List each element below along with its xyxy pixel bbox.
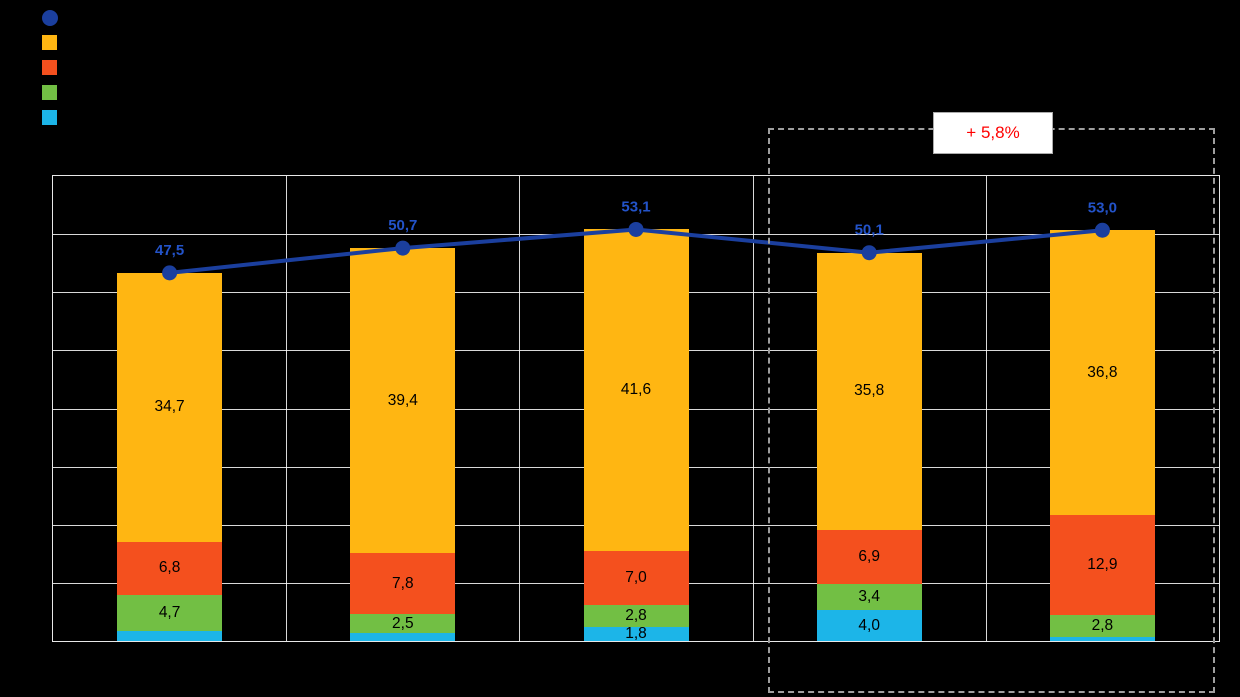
total-line-layer: 47,5 50,7 53,1 50,1 53,0 — [155, 198, 1117, 281]
bar-3-orange-value-label: 41,6 — [620, 380, 652, 398]
legend-item-red-series — [42, 59, 65, 76]
total-line-marker-icon — [628, 221, 644, 237]
bar-4-cyan-value-label: 4,0 — [858, 616, 880, 634]
bar-5-orange-value-label: 36,8 — [1087, 363, 1118, 381]
total-line-marker-icon — [395, 240, 411, 256]
legend-red-series-marker-icon — [42, 60, 57, 75]
bar-5-segment-cyan — [1049, 637, 1155, 641]
legend-total-line-marker-icon — [42, 9, 58, 26]
bar-3-red-value-label: 7,0 — [625, 569, 647, 587]
legend-item-orange-series — [42, 34, 65, 51]
bar-1-green-value-label: 4,7 — [158, 603, 181, 621]
gridline-vertical — [752, 176, 754, 641]
legend-green-series-marker-icon — [42, 85, 57, 100]
bar-1-segment-orange — [117, 272, 223, 542]
total-value-label: 50,7 — [388, 217, 417, 234]
bar-1-segment-green — [117, 594, 223, 631]
bar-4-orange-value-label: 35,8 — [854, 382, 885, 400]
bar-2-red-value-label: 7,8 — [392, 574, 414, 592]
bar-3-cyan-value-label: 1,8 — [625, 625, 647, 643]
legend-item-total-line — [42, 9, 66, 26]
total-line-marker-icon — [1094, 222, 1110, 238]
bar-2-green-value-label: 2,5 — [392, 614, 414, 632]
legend-cyan-series-marker-icon — [42, 110, 57, 125]
bar-4-segment-cyan — [816, 610, 922, 641]
total-line-marker-icon — [861, 245, 877, 261]
total-value-label: 53,0 — [1088, 199, 1117, 216]
bar-2-segment-orange — [350, 248, 456, 554]
bar-1-orange-value-label: 34,7 — [154, 398, 185, 416]
bar-4-segment-green — [816, 583, 922, 610]
legend-item-green-series — [42, 84, 65, 101]
bar-2-segment-cyan — [350, 633, 456, 641]
bar-2-segment-green — [350, 613, 456, 634]
bar-1-red-value-label: 6,8 — [158, 559, 181, 577]
total-value-label: 47,5 — [155, 242, 184, 259]
bar-1-segment-cyan — [117, 630, 223, 641]
bar-5-segment-red — [1049, 515, 1155, 616]
bar-5-green-value-label: 2,8 — [1091, 617, 1114, 635]
bar-2-segment-red — [350, 553, 456, 614]
bar-5-red-value-label: 12,9 — [1087, 556, 1118, 574]
bar-3-segment-green — [583, 605, 689, 628]
total-value-label: 50,1 — [855, 222, 884, 239]
highlight-region-last-two-periods — [768, 128, 1215, 693]
bar-1-segment-red — [117, 541, 223, 595]
growth-annotation-box: + 5,8% — [933, 112, 1053, 154]
bar-4-red-value-label: 6,9 — [858, 547, 880, 565]
bar-5-segment-green — [1049, 615, 1155, 638]
legend-item-cyan-series — [42, 109, 65, 126]
total-line-marker-icon — [162, 265, 178, 281]
gridline-vertical — [519, 176, 521, 641]
bar-4-segment-orange — [816, 252, 922, 531]
chart-legend — [42, 9, 302, 139]
bar-4-green-value-label: 3,4 — [858, 587, 880, 605]
bar-3-segment-red — [583, 551, 689, 606]
plot-area: 4,7 6,8 34,7 2,5 7,8 39,4 1,8 2,8 7,0 41,6 4,0 3,4 6… — [52, 175, 1220, 642]
gridline-vertical — [985, 176, 987, 641]
growth-annotation-text: + 5,8% — [966, 123, 1020, 142]
bar-4-segment-red — [816, 530, 922, 584]
bar-3-segment-cyan — [583, 627, 689, 641]
total-value-label: 53,1 — [621, 198, 650, 215]
legend-orange-series-marker-icon — [42, 35, 57, 50]
bar-3-segment-orange — [583, 228, 689, 552]
bar-5-segment-orange — [1049, 230, 1155, 516]
gridline-vertical — [286, 176, 288, 641]
bar-2-orange-value-label: 39,4 — [387, 391, 418, 409]
bar-3-green-value-label: 2,8 — [625, 607, 647, 625]
